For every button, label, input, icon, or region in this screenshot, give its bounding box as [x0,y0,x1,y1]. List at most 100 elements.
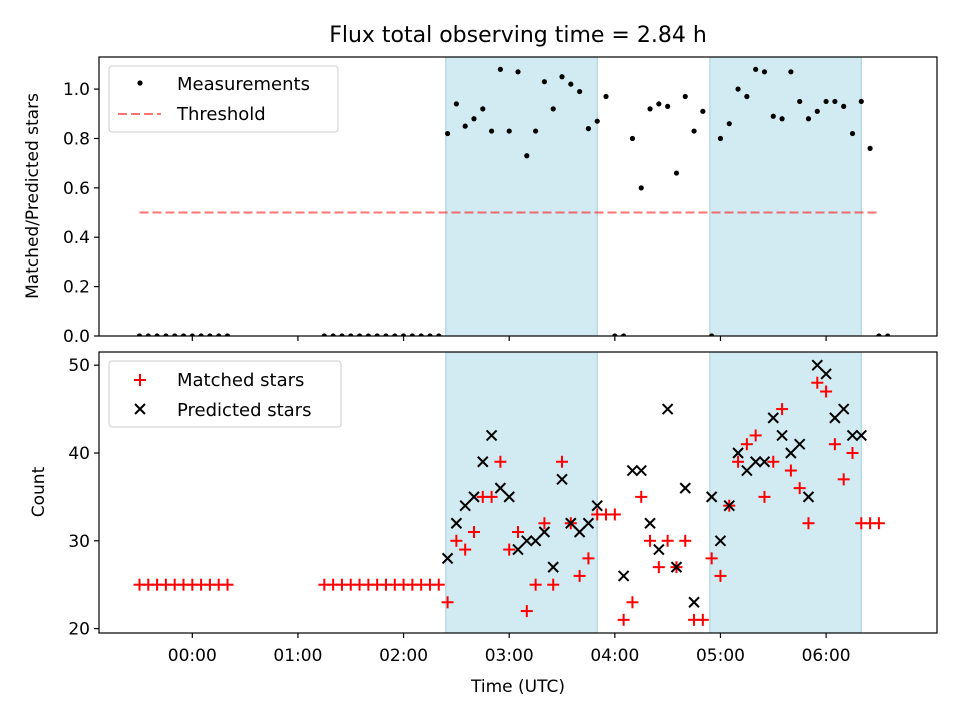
predicted-stars-point [503,491,515,503]
measurement-point [858,98,864,105]
measurement-point [383,333,389,336]
legend-measurements-marker [137,80,143,86]
predicted-stars-point [538,526,551,538]
x-tick-label: 03:00 [485,646,534,666]
predicted-stars-point [468,491,480,503]
predicted-stars-point [855,429,868,442]
measurement-point [876,333,882,336]
measurement-point [392,333,398,336]
measurement-point [673,170,680,176]
x-axis-label: Time (UTC) [470,677,565,697]
matched-stars-point [767,455,780,468]
measurement-point [180,333,187,336]
y-tick-label: 20 [68,620,90,640]
measurement-point [524,153,530,159]
measurement-point [797,98,803,105]
measurement-point [515,69,521,75]
y-tick-label: 0.8 [63,129,90,149]
observing-window [445,351,598,634]
predicted-stars-point [459,499,471,512]
y-tick-label: 50 [68,356,90,376]
chart-title: Flux total observing time = 2.84 h [329,23,707,48]
measurement-point [145,333,151,336]
y-tick-label: 0.2 [63,278,90,298]
legend-matched-label: Matched stars [177,370,304,391]
measurement-point [136,333,143,336]
matched-stars-point [758,490,771,503]
measurement-point [585,126,592,132]
matched-stars-point [811,376,824,389]
measurement-point [841,103,847,109]
measurement-point [682,93,688,100]
predicted-stars-point [582,517,595,529]
predicted-stars-point [846,429,859,442]
measurement-point [154,333,160,336]
measurement-point [735,86,741,92]
measurement-point [436,333,442,336]
measurement-point [629,135,636,142]
measurement-point [462,123,468,129]
predicted-stars-point [644,517,656,529]
matched-stars-point [652,561,665,574]
measurement-point [726,121,732,127]
measurement-point [761,69,768,75]
matched-stars-point [573,569,586,582]
measurement-point [814,108,820,114]
matched-stars-point [582,552,595,565]
predicted-stars-point [829,412,841,424]
matched-stars-point [679,534,692,547]
measurement-point [717,135,724,142]
matched-stars-point [714,569,727,582]
observing-window [709,56,862,337]
matched-stars-point [529,578,542,591]
predicted-stars-point [705,491,718,503]
measurement-point [444,130,451,137]
y-tick-label: 30 [68,532,90,552]
predicted-stars-point [512,543,524,556]
measurement-point [885,333,891,336]
predicted-stars-point [626,464,639,477]
measurement-point [753,66,759,72]
predicted-stars-point [485,429,498,442]
measurement-point [612,333,618,336]
predicted-stars-point [670,561,683,573]
matched-stars-point [872,517,885,530]
predicted-stars-point [776,429,788,442]
y-tick-label: 0.6 [63,179,90,199]
bottom-panel: 20 30 40 50 00:00 01:00 02:00 03:00 04:00 05:00 06… [68,351,938,666]
predicted-stars-point [653,543,665,556]
measurement-point [744,93,750,100]
legend-measurements-label: Measurements [177,74,310,95]
measurement-point [823,98,829,105]
predicted-stars-point [573,526,586,538]
predicted-stars-point [494,482,507,494]
matched-stars-point [661,534,674,547]
measurement-point [471,116,477,122]
measurement-point [849,130,856,137]
predicted-stars-point [529,535,542,547]
predicted-stars-point [441,552,454,565]
predicted-stars-point [679,482,691,494]
y-tick-label: 0.4 [63,228,90,248]
measurement-point [568,81,574,87]
measurement-point [418,333,424,336]
matched-stars-point [793,482,806,495]
x-tick-label: 01:00 [273,646,322,666]
predicted-stars-point [477,456,489,468]
predicted-stars-point [820,368,832,380]
measurement-point [163,333,169,336]
measurement-point [656,101,662,107]
measurement-point [770,113,776,119]
predicted-stars-point [661,403,674,415]
predicted-stars-point [714,535,727,547]
measurement-point [665,103,671,109]
predicted-stars-point [749,456,762,468]
predicted-stars-point [547,561,559,573]
matched-stars-point [538,517,551,530]
observing-window [445,56,598,337]
matched-stars-point [740,438,753,451]
legend-predicted-label: Predicted stars [177,400,311,421]
matched-stars-point [221,578,234,591]
x-tick-label: 06:00 [802,646,851,666]
measurement-point [224,333,231,336]
